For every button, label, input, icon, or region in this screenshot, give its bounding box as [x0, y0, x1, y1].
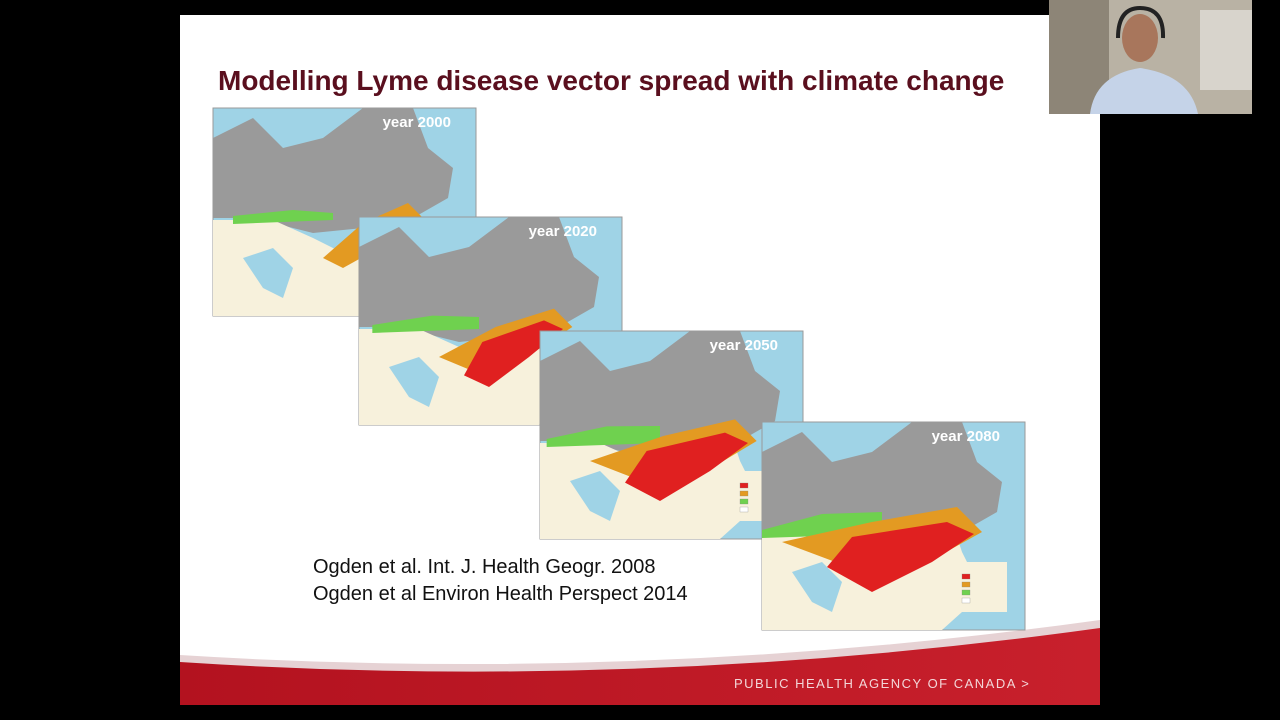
map-lake	[243, 248, 293, 298]
map-legend-swatch	[961, 589, 971, 596]
webcam-person-body	[1090, 68, 1198, 114]
map: year 2080	[761, 421, 1026, 631]
map-lake	[570, 471, 620, 521]
citation: Ogden et al Environ Health Perspect 2014	[313, 583, 688, 605]
map-zone-low	[233, 210, 333, 224]
map-legend-swatch	[961, 597, 971, 604]
webcam-headset	[1116, 5, 1166, 39]
map-land-north	[213, 108, 453, 233]
webcam	[1049, 0, 1252, 114]
map-zone-low	[372, 315, 479, 333]
map: year 2050	[539, 330, 804, 540]
webcam-wall	[1200, 10, 1252, 90]
map-legend-swatch	[961, 581, 971, 588]
footer-wave	[180, 625, 1100, 705]
map-legend-swatch	[739, 482, 749, 489]
slide-title: Modelling Lyme disease vector spread wit…	[218, 65, 1004, 96]
maps: year 2000 year 2020 year 2050 year 2080	[212, 107, 1026, 631]
map-zone-high	[464, 320, 563, 387]
webcam-person-head	[1122, 14, 1158, 62]
map-year-label: year 2050	[710, 337, 778, 354]
map-year-label: year 2020	[529, 223, 597, 240]
map: year 2020	[358, 216, 623, 426]
map-year-label: year 2000	[383, 114, 451, 131]
map-lake	[792, 562, 842, 612]
map-lake	[389, 357, 439, 407]
citation: Ogden et al. Int. J. Health Geogr. 2008	[313, 556, 655, 578]
map-legend-swatch	[739, 506, 749, 513]
map-legend-swatch	[739, 498, 749, 505]
map-land-north	[359, 217, 599, 342]
map-zone-high	[827, 522, 974, 592]
map-legend-swatch	[961, 573, 971, 580]
map-zone-low	[546, 426, 660, 447]
footer-wave-edge	[180, 620, 1100, 672]
map-zone-high	[625, 432, 748, 501]
footer-text: PUBLIC HEALTH AGENCY OF CANADA >	[734, 676, 1030, 691]
map-year-label: year 2080	[932, 428, 1000, 445]
map-legend-swatch	[739, 490, 749, 497]
